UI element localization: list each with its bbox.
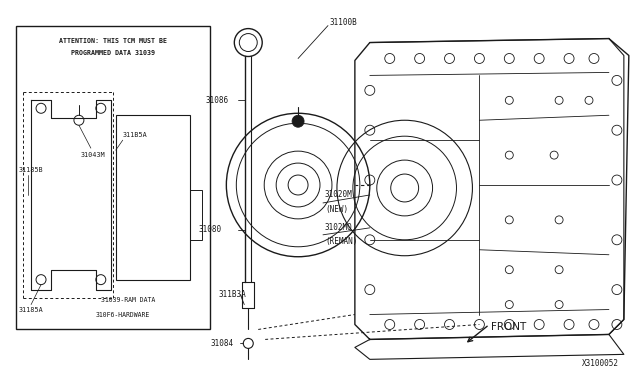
Text: 31086: 31086: [205, 96, 228, 105]
Text: ATTENTION: THIS TCM MUST BE: ATTENTION: THIS TCM MUST BE: [59, 38, 167, 44]
Text: 31185A: 31185A: [18, 307, 43, 312]
Text: 310F6-HARDWARE: 310F6-HARDWARE: [96, 311, 150, 318]
Text: (REMAN): (REMAN): [325, 237, 357, 246]
Text: 311B5A: 311B5A: [123, 132, 147, 138]
Bar: [16, 26, 211, 330]
Text: 311B3A: 311B3A: [218, 290, 246, 299]
Text: 31100B: 31100B: [330, 18, 358, 27]
Text: 31020M: 31020M: [325, 190, 353, 199]
Text: 31043M: 31043M: [81, 152, 106, 158]
Text: 31084: 31084: [211, 339, 234, 348]
Text: 3102MQ: 3102MQ: [325, 223, 353, 232]
Text: 31039-RAM DATA: 31039-RAM DATA: [101, 296, 155, 302]
Bar: [191, 190, 202, 240]
Text: FRONT: FRONT: [492, 323, 527, 333]
Text: 31185B: 31185B: [18, 167, 43, 173]
Text: (NEW): (NEW): [325, 205, 348, 214]
Text: PROGRAMMED DATA 31039: PROGRAMMED DATA 31039: [71, 49, 155, 55]
Text: X3100052: X3100052: [582, 359, 619, 368]
Text: 31080: 31080: [198, 225, 221, 234]
Bar: [116, 115, 191, 280]
Circle shape: [292, 115, 304, 127]
